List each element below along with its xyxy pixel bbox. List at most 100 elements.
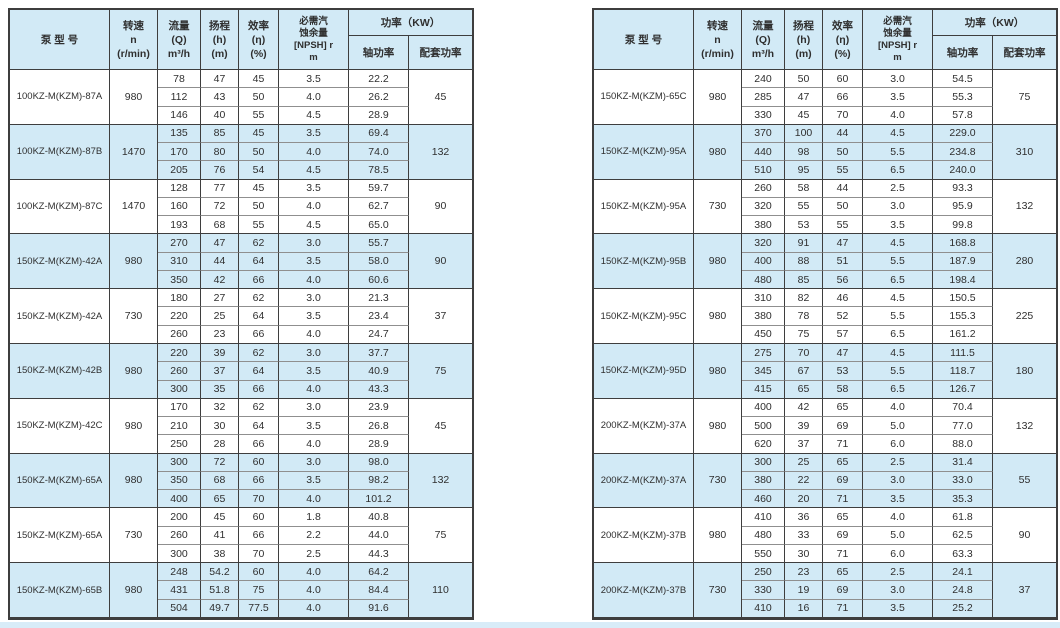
head-cell: 47 [201, 70, 239, 89]
efficiency-cell: 55 [823, 216, 863, 235]
speed-cell: 730 [694, 563, 742, 618]
npsh-cell: 5.5 [863, 362, 933, 381]
head-cell: 45 [785, 106, 823, 125]
table-row: 260 41 66 2.2 44.0 [10, 526, 472, 545]
speed-cell: 980 [110, 398, 158, 454]
shaft-power-cell: 69.4 [349, 124, 409, 144]
flow-cell: 135 [158, 124, 201, 144]
shaft-power-cell: 126.7 [933, 380, 993, 399]
table-row: 380 78 52 5.5 155.3 [594, 307, 1056, 326]
flow-cell: 410 [742, 599, 785, 618]
table-row: 431 51.8 75 4.0 84.4 [10, 581, 472, 600]
shaft-power-cell: 40.9 [349, 362, 409, 381]
shaft-power-cell: 229.0 [933, 124, 993, 144]
flow-cell: 310 [158, 252, 201, 271]
flow-cell: 300 [158, 380, 201, 399]
col-header-head: 扬程 (h) (m) [201, 10, 239, 70]
model-cell: 200KZ-M(KZM)-37B [594, 563, 694, 618]
model-cell: 150KZ-M(KZM)-42C [10, 398, 110, 454]
col-header-flow: 流量 (Q) m³/h [158, 10, 201, 70]
col-header-efficiency: 效率 (η) (%) [239, 10, 279, 70]
head-cell: 43 [201, 88, 239, 107]
table-row: 310 44 64 3.5 58.0 [10, 252, 472, 271]
flow-cell: 330 [742, 581, 785, 600]
npsh-cell: 3.5 [863, 88, 933, 107]
table-row: 150KZ-M(KZM)-95B 980 320 91 47 4.5 168.8 280 [594, 234, 1056, 290]
shaft-power-cell: 21.3 [349, 289, 409, 308]
table-row: 415 65 58 6.5 126.7 [594, 380, 1056, 399]
flow-cell: 415 [742, 380, 785, 399]
head-cell: 65 [785, 380, 823, 399]
flow-cell: 300 [158, 453, 201, 472]
flow-cell: 193 [158, 216, 201, 235]
npsh-cell: 4.0 [279, 581, 349, 600]
npsh-cell: 4.0 [279, 435, 349, 454]
table-row: 380 53 55 3.5 99.8 [594, 216, 1056, 235]
head-cell: 28 [201, 435, 239, 454]
table-row: 150KZ-M(KZM)-95A 730 260 58 44 2.5 93.3 132 [594, 179, 1056, 235]
shaft-power-cell: 43.3 [349, 380, 409, 399]
shaft-power-cell: 91.6 [349, 599, 409, 618]
flow-cell: 220 [158, 307, 201, 326]
head-cell: 72 [201, 197, 239, 217]
efficiency-cell: 77.5 [239, 599, 279, 618]
table-row: 150KZ-M(KZM)-42C 980 170 32 62 3.0 23.9 45 [10, 398, 472, 454]
rated-power-cell: 90 [409, 234, 472, 290]
efficiency-cell: 50 [239, 197, 279, 217]
rated-power-cell: 280 [993, 234, 1056, 290]
speed-cell: 980 [694, 124, 742, 180]
efficiency-cell: 52 [823, 307, 863, 326]
table-row: 345 67 53 5.5 118.7 [594, 362, 1056, 381]
table-row: 550 30 71 6.0 63.3 [594, 544, 1056, 564]
npsh-cell: 4.5 [279, 161, 349, 180]
head-cell: 100 [785, 124, 823, 144]
npsh-cell: 3.5 [279, 307, 349, 326]
npsh-cell: 2.5 [863, 179, 933, 198]
rated-power-cell: 225 [993, 289, 1056, 344]
efficiency-cell: 66 [823, 88, 863, 107]
head-cell: 20 [785, 490, 823, 509]
flow-cell: 146 [158, 106, 201, 125]
shaft-power-cell: 99.8 [933, 216, 993, 235]
npsh-cell: 3.0 [863, 471, 933, 491]
speed-cell: 980 [694, 343, 742, 399]
efficiency-cell: 56 [823, 270, 863, 290]
shaft-power-cell: 24.1 [933, 563, 993, 582]
rated-power-cell: 132 [993, 180, 1056, 235]
shaft-power-cell: 98.2 [349, 471, 409, 491]
table-row: 200KZ-M(KZM)-37A 730 300 25 65 2.5 31.4 55 [594, 453, 1056, 509]
flow-cell: 550 [742, 544, 785, 564]
speed-cell: 730 [694, 453, 742, 509]
table-body: 150KZ-M(KZM)-65C 980 240 50 60 3.0 54.5 75 285 47… [594, 70, 1056, 618]
rated-power-cell: 75 [409, 508, 472, 564]
rated-power-cell: 37 [993, 563, 1056, 618]
table-row: 500 39 69 5.0 77.0 [594, 417, 1056, 436]
npsh-cell: 3.0 [279, 343, 349, 363]
head-cell: 30 [201, 417, 239, 436]
npsh-cell: 4.0 [863, 508, 933, 527]
col-header-power: 功率（KW） [349, 10, 472, 36]
head-cell: 68 [201, 216, 239, 235]
model-cell: 150KZ-M(KZM)-65C [594, 70, 694, 125]
efficiency-cell: 62 [239, 343, 279, 363]
npsh-cell: 3.0 [279, 234, 349, 253]
flow-cell: 78 [158, 70, 201, 89]
efficiency-cell: 69 [823, 526, 863, 545]
head-cell: 30 [785, 544, 823, 564]
head-cell: 45 [201, 508, 239, 527]
pump-spec-table-right: 泵 型 号 转速 n (r/min) 流量 (Q) m³/h 扬程 (h) (m… [592, 8, 1058, 620]
shaft-power-cell: 28.9 [349, 106, 409, 125]
head-cell: 54.2 [201, 563, 239, 582]
table-row: 480 33 69 5.0 62.5 [594, 526, 1056, 545]
head-cell: 27 [201, 289, 239, 308]
flow-cell: 285 [742, 88, 785, 107]
npsh-cell: 3.0 [279, 453, 349, 472]
npsh-cell: 4.0 [279, 599, 349, 618]
head-cell: 16 [785, 599, 823, 618]
model-cell: 150KZ-M(KZM)-95C [594, 289, 694, 344]
efficiency-cell: 66 [239, 471, 279, 491]
shaft-power-cell: 55.3 [933, 88, 993, 107]
npsh-cell: 4.5 [863, 343, 933, 363]
efficiency-cell: 71 [823, 435, 863, 454]
efficiency-cell: 57 [823, 325, 863, 344]
